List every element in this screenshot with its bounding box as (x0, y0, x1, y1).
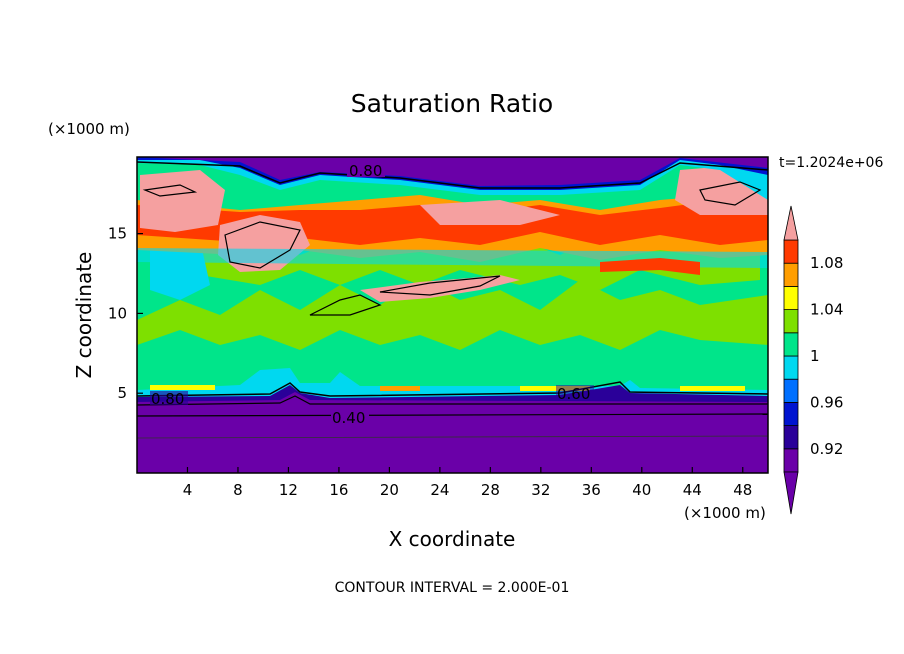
y-tick-label: 15 (108, 225, 127, 243)
contour-line-pink-left (142, 184, 198, 197)
colorbar-swatch (783, 262, 799, 287)
colorbar-label: 0.92 (810, 440, 843, 458)
contour-label: 0.60 (557, 385, 590, 403)
colorbar-swatch (783, 332, 799, 357)
x-tick-label: 16 (329, 481, 348, 499)
colorbar-swatch (783, 309, 799, 334)
contour-line-pink-right (699, 181, 762, 206)
colorbar-label: 0.96 (810, 393, 843, 411)
colorbar-label: 1.08 (810, 254, 843, 272)
y-axis-ticks: 5 10 15 (108, 225, 143, 402)
chart-title: Saturation Ratio (351, 89, 553, 118)
heatmap-field (137, 157, 768, 473)
region-lowcloud-orange (380, 386, 420, 391)
contour-label: 0.40 (332, 409, 365, 427)
colorbar-swatch (783, 355, 799, 380)
contour-line-streak (309, 294, 382, 316)
contour-line-080-lower (137, 381, 768, 397)
y-unit-label: (×1000 m) (48, 120, 130, 138)
colorbar-swatch (783, 425, 799, 450)
region-upper-violet (137, 157, 768, 186)
colorbar-label: 1 (810, 347, 820, 365)
contour-line-020 (137, 435, 768, 439)
x-tick-label: 24 (430, 481, 449, 499)
x-tick-label: 36 (582, 481, 601, 499)
contour-label: 0.80 (151, 390, 184, 408)
colorbar-max-arrow (783, 205, 799, 241)
x-tick-label: 48 (733, 481, 752, 499)
contour-line-pink-mid (224, 221, 301, 269)
colorbar-swatch (783, 378, 799, 403)
contour-labels: 0.80 0.80 0.60 0.40 (150, 162, 594, 427)
contour-label: 0.80 (349, 162, 382, 180)
x-axis-title: X coordinate (389, 527, 516, 551)
region-pink-streak (360, 275, 520, 302)
x-tick-label: 32 (531, 481, 550, 499)
region-dry-violet (137, 392, 768, 473)
region-pink-upper (420, 200, 560, 225)
contour-line-streak-2 (379, 275, 501, 296)
colorbar-label: 1.04 (810, 301, 843, 319)
x-tick-label: 4 (183, 481, 193, 499)
x-tick-label: 20 (380, 481, 399, 499)
x-tick-label: 12 (279, 481, 298, 499)
contour-interval-note: CONTOUR INTERVAL = 2.000E-01 (335, 580, 570, 596)
colorbar-swatch (783, 239, 799, 264)
x-axis-ticks: 4 8 12 16 20 24 28 32 36 40 44 48 (183, 467, 752, 499)
region-lowcloud-yellow-3 (680, 386, 745, 391)
contour-line-040 (137, 413, 768, 417)
x-tick-label: 28 (481, 481, 500, 499)
colorbar-swatch (783, 285, 799, 310)
y-axis-title: Z coordinate (72, 252, 96, 379)
region-near-one (137, 280, 768, 350)
contour-line-080-upper (137, 161, 768, 189)
colorbar: 0.92 0.96 1 1.04 1.08 (783, 205, 843, 515)
region-red-right (600, 258, 700, 275)
colorbar-swatch (783, 401, 799, 426)
time-label: t=1.2024e+06 (779, 155, 883, 171)
colorbar-min-arrow (783, 471, 799, 515)
contour-line-060 (137, 395, 768, 406)
region-lowcloud-yellow-1 (150, 385, 215, 390)
colorbar-swatch (783, 448, 799, 473)
x-tick-label: 40 (632, 481, 651, 499)
region-pink-left (140, 170, 225, 232)
y-tick-label: 5 (117, 384, 127, 402)
x-tick-label: 44 (683, 481, 702, 499)
y-tick-label: 10 (108, 304, 127, 322)
x-tick-label: 8 (233, 481, 243, 499)
x-unit-label: (×1000 m) (684, 504, 766, 522)
plot-frame (136, 156, 769, 474)
